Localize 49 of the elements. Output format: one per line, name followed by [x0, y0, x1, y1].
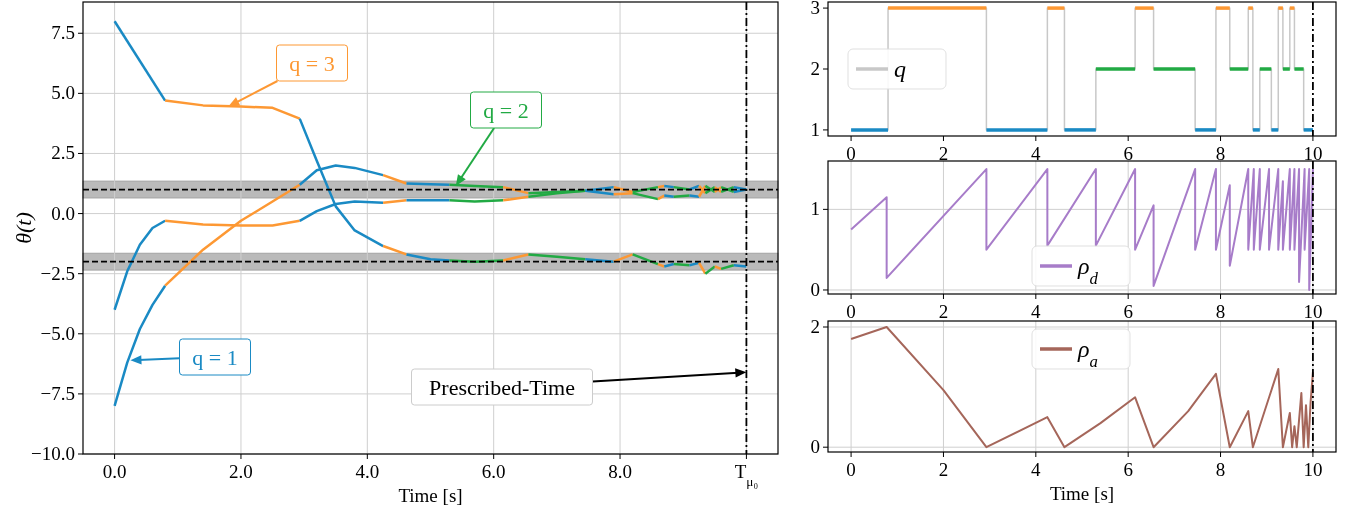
- y-tick-label: −10.0: [31, 443, 75, 464]
- x-tick-label: 6: [1123, 459, 1133, 480]
- y-tick-label: 0: [810, 278, 820, 300]
- x-tick-label: 6.0: [481, 461, 506, 482]
- legend-label: q: [894, 56, 906, 82]
- legend-label: ρ$_{d}$: [1077, 253, 1099, 288]
- y-tick-label: 3: [810, 0, 820, 19]
- y-tick-label: 5.0: [51, 82, 75, 104]
- x-tick-label: 10: [1303, 459, 1323, 480]
- y-tick-label: 1: [810, 118, 820, 140]
- x-axis-title: Time [s]: [1049, 483, 1115, 504]
- x-tick-label: 2: [938, 459, 949, 480]
- x-tick-label: 4: [1031, 459, 1042, 480]
- y-tick-label: 2.5: [51, 142, 75, 164]
- y-tick-label: 2: [810, 316, 820, 338]
- y-tick-label: −5.0: [40, 322, 75, 344]
- x-tick-label: 2: [938, 143, 949, 164]
- x-axis-title: Time [s]: [398, 485, 463, 506]
- x-tick-label: 0: [846, 459, 856, 480]
- x-tick-label: 6: [1123, 301, 1133, 322]
- y-tick-label: 2: [810, 58, 820, 79]
- x-tick-label: 8: [1215, 301, 1226, 322]
- y-tick-label: 1: [810, 198, 820, 220]
- y-axis-title: θ(t): [11, 212, 36, 244]
- y-tick-label: −2.5: [40, 262, 75, 284]
- x-tick-label: 2.0: [229, 461, 253, 482]
- annotation: q = 1: [192, 345, 238, 370]
- annotation: q = 3: [289, 51, 335, 76]
- x-tick-label: 8: [1215, 143, 1226, 164]
- y-tick-label: 0.0: [51, 202, 75, 224]
- x-tick-label: 8.0: [608, 461, 632, 482]
- x-tick-label: 0.0: [102, 461, 127, 482]
- annotation: Prescribed-Time: [429, 375, 575, 400]
- x-tick-label: 10: [1303, 301, 1323, 322]
- annotation: q = 2: [483, 98, 529, 123]
- x-tick-label: 4: [1031, 143, 1042, 164]
- x-tick-label: 4.0: [355, 461, 380, 482]
- y-tick-label: 0: [810, 436, 820, 458]
- x-tick-label: T$_{μ₀}$: [734, 461, 759, 489]
- x-tick-label: 2: [938, 301, 949, 322]
- y-tick-label: 7.5: [51, 22, 75, 44]
- x-tick-label: 10: [1303, 143, 1323, 164]
- legend-label: ρ$_{a}$: [1077, 336, 1098, 371]
- x-tick-label: 0: [846, 301, 856, 322]
- x-tick-label: 0: [846, 143, 856, 164]
- x-tick-label: 8: [1215, 459, 1226, 480]
- x-tick-label: 4: [1031, 301, 1042, 322]
- y-tick-label: −7.5: [40, 382, 75, 404]
- x-tick-label: 6: [1123, 143, 1133, 164]
